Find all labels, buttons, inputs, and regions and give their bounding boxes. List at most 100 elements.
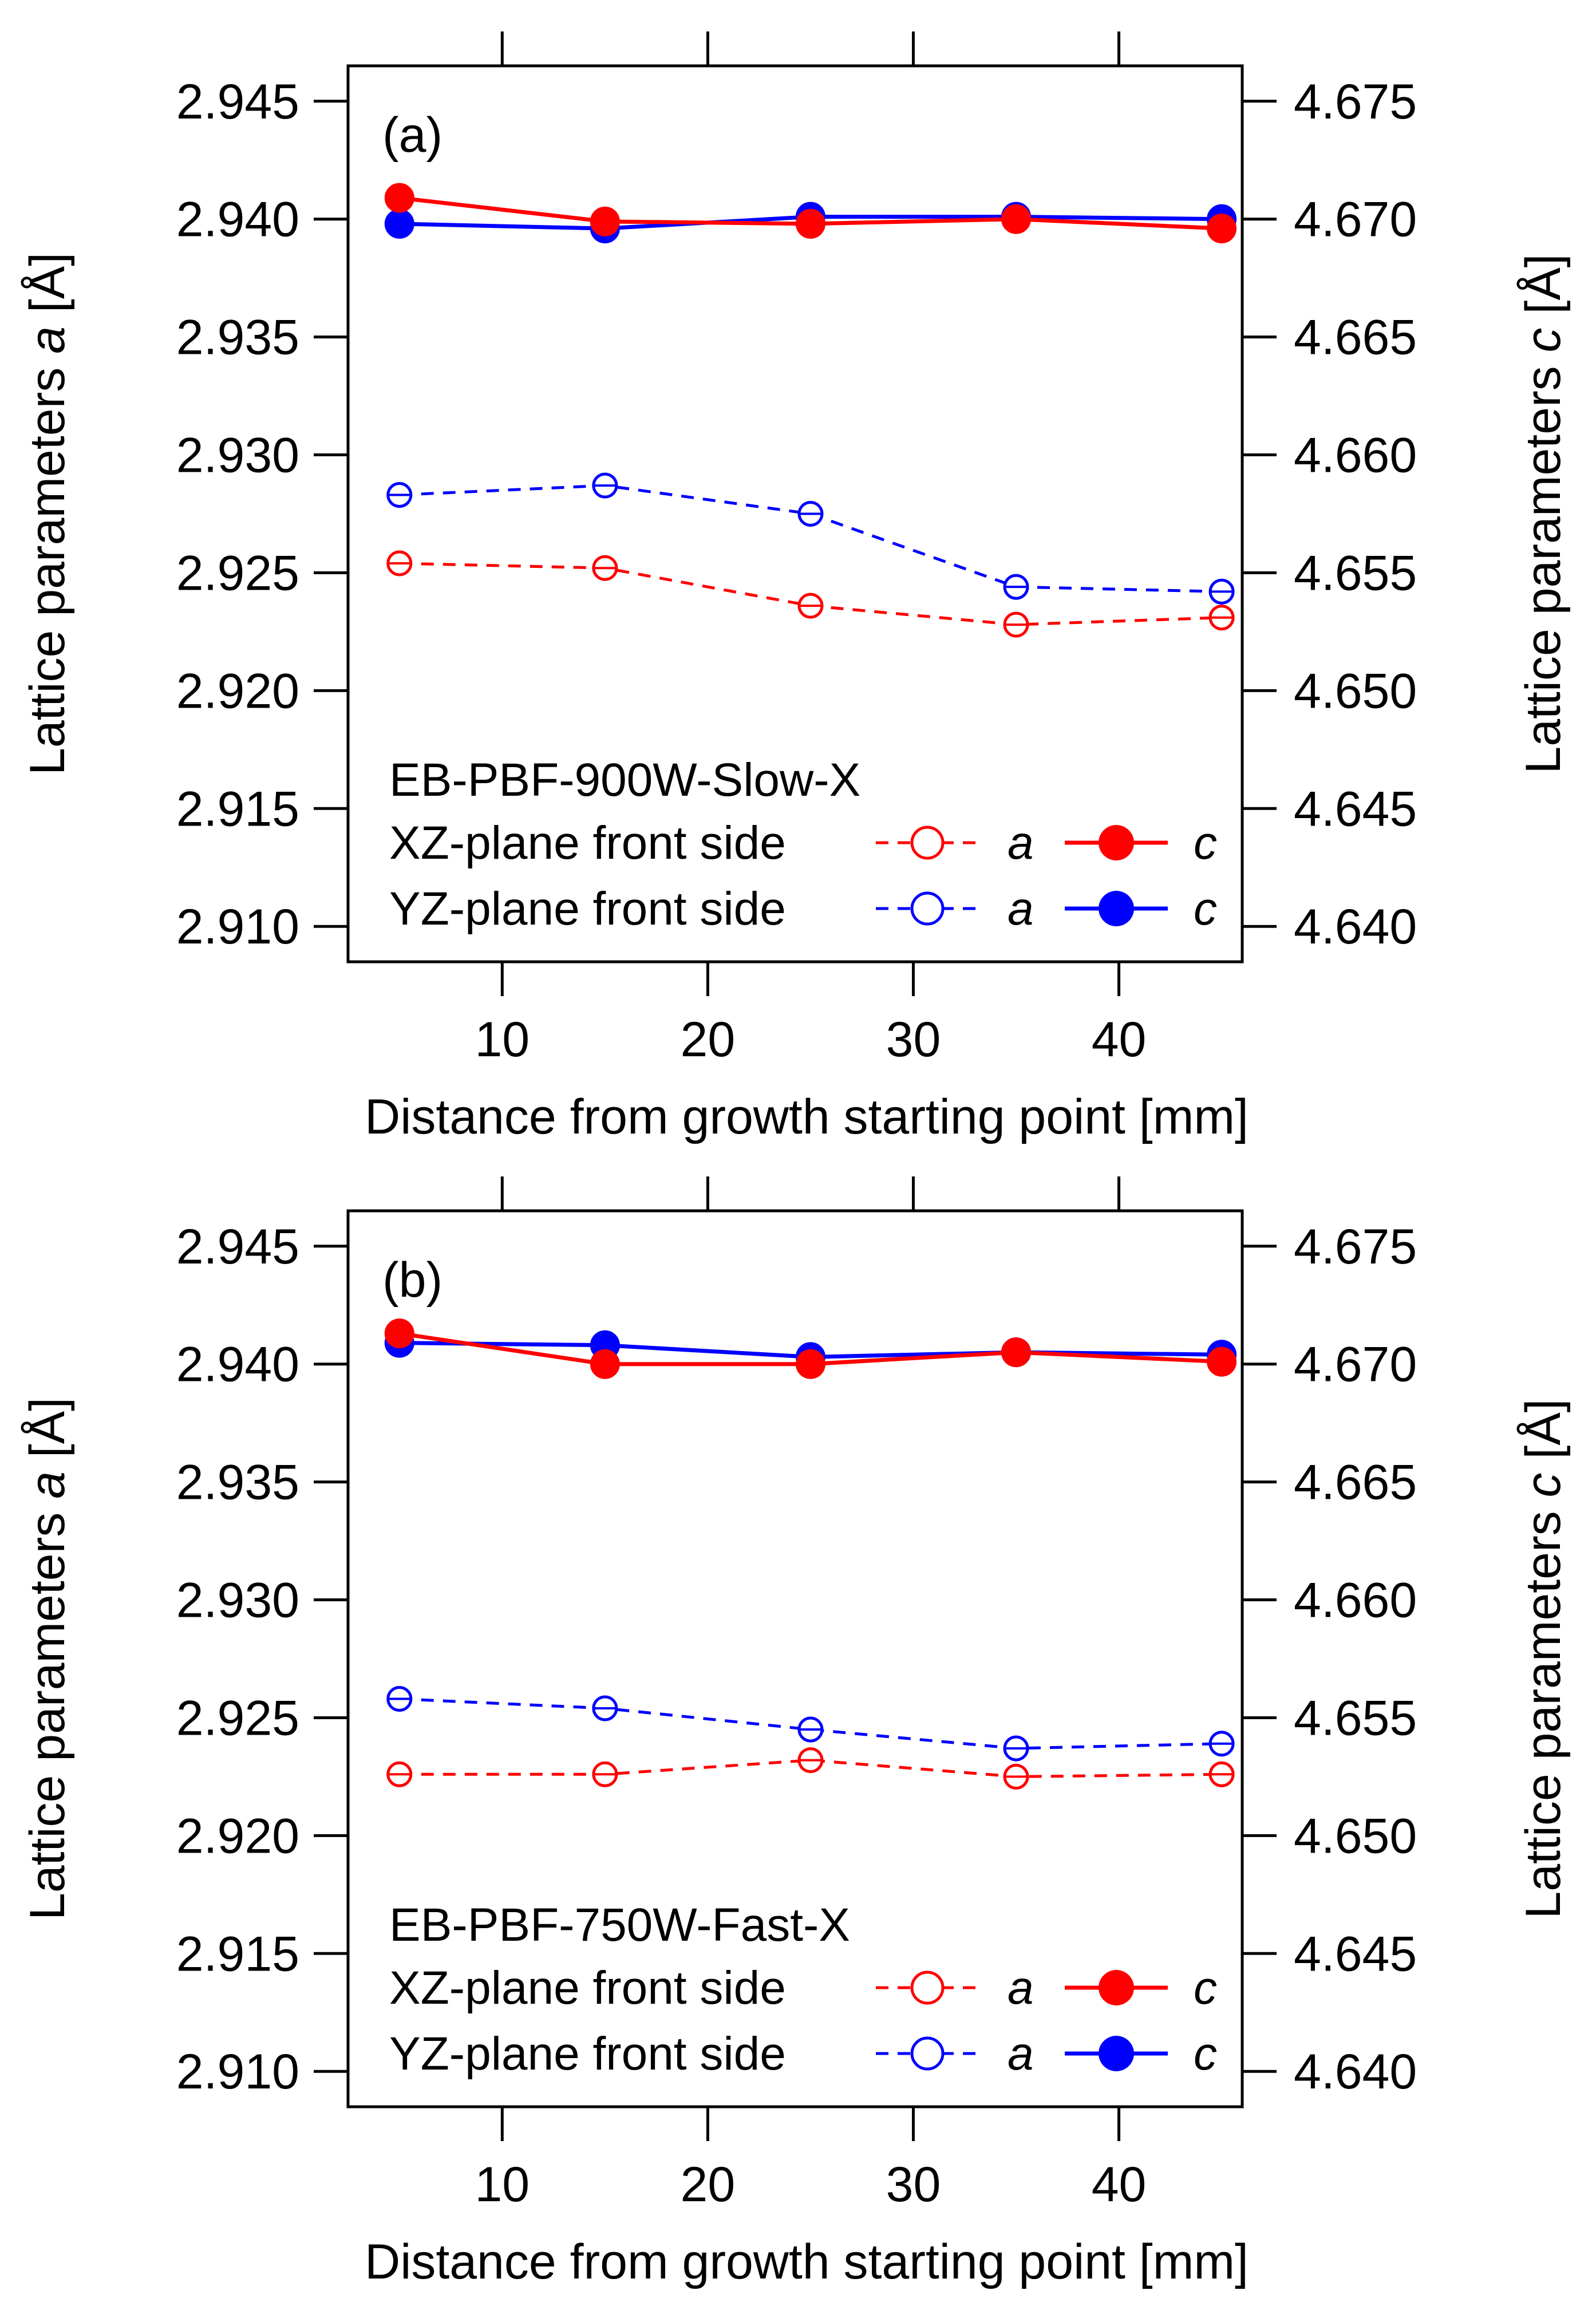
data-point xyxy=(590,1349,620,1379)
y-right-tick-label: 4.645 xyxy=(1294,781,1417,836)
legend-label: XZ-plane front side xyxy=(389,1962,786,2014)
y-left-tick-label: 2.940 xyxy=(176,192,299,247)
y-right-tick-label: 4.640 xyxy=(1294,899,1417,954)
y-left-tick-label: 2.915 xyxy=(176,1926,299,1981)
data-point xyxy=(1001,204,1032,234)
x-axis-title: Distance from growth starting point [mm] xyxy=(365,1089,1249,1144)
data-point xyxy=(1207,214,1237,244)
data-point xyxy=(795,1349,825,1379)
x-tick-label: 30 xyxy=(886,1012,941,1067)
x-tick-label: 30 xyxy=(886,2157,941,2212)
y-right-axis-title: Lattice parameters c [Å] xyxy=(1516,254,1571,773)
y-right-axis-title-prefix: Lattice parameters xyxy=(1516,352,1571,773)
y-right-axis-title-variable: c xyxy=(1516,1472,1571,1497)
y-left-tick-label: 2.925 xyxy=(176,1691,299,1746)
legend-c-label: c xyxy=(1194,1962,1217,2014)
data-point xyxy=(590,206,620,236)
y-left-tick-label: 2.910 xyxy=(176,899,299,954)
x-tick-label: 40 xyxy=(1092,1012,1147,1067)
y-right-tick-label: 4.660 xyxy=(1294,1573,1417,1628)
y-left-tick-label: 2.910 xyxy=(176,2044,299,2099)
y-right-axis-title-unit: [Å] xyxy=(1516,254,1571,327)
y-right-tick-label: 4.670 xyxy=(1294,1337,1417,1392)
legend-label: YZ-plane front side xyxy=(389,2028,786,2080)
y-right-axis-title-unit: [Å] xyxy=(1516,1399,1571,1472)
legend: EB-PBF-900W-Slow-X XZ-plane front side a c Y… xyxy=(389,754,1217,935)
legend-a-label: a xyxy=(1008,2028,1034,2080)
plot-frame xyxy=(346,64,1244,963)
plot-frame xyxy=(346,1209,1244,2108)
series-line xyxy=(399,1759,1222,1778)
data-point xyxy=(384,183,414,213)
y-right-tick-label: 4.675 xyxy=(1294,1219,1417,1274)
data-point xyxy=(384,208,414,239)
series-a-blue xyxy=(386,472,1235,605)
x-tick-label: 20 xyxy=(681,1012,736,1067)
y-right-tick-label: 4.645 xyxy=(1294,1926,1417,1981)
y-right-tick-label: 4.665 xyxy=(1294,1455,1417,1510)
legend-a-label: a xyxy=(1008,883,1034,935)
legend-filled-marker xyxy=(1099,891,1134,926)
y-right-tick-label: 4.655 xyxy=(1294,546,1417,601)
legend-filled-marker xyxy=(1099,825,1134,860)
y-left-tick-label: 2.930 xyxy=(176,428,299,483)
panel-a: 10 20 30 40 2.910 2.915 2.920 2.925 2.930 2.935 2.… xyxy=(20,31,1571,1144)
x-tick-label: 40 xyxy=(1092,2157,1147,2212)
series-a-red xyxy=(386,550,1235,638)
y-right-tick-label: 4.660 xyxy=(1294,428,1417,483)
x-tick-label: 20 xyxy=(681,2157,736,2212)
series-c-red xyxy=(384,183,1237,244)
y-left-tick-label: 2.925 xyxy=(176,546,299,601)
y-left-axis-title-unit: [Å] xyxy=(20,1397,75,1471)
y-left-axis-title: Lattice parameters a [Å] xyxy=(20,1397,75,1920)
legend-a-label: a xyxy=(1008,1962,1034,2014)
x-tick-label: 10 xyxy=(475,1012,530,1067)
y-left-tick-label: 2.945 xyxy=(176,1219,299,1274)
x-axis-title: Distance from growth starting point [mm] xyxy=(365,2234,1249,2289)
legend-row: XZ-plane front side a c xyxy=(389,1962,1217,2014)
legend-open-marker xyxy=(910,1971,945,2005)
data-point xyxy=(1001,1337,1032,1368)
y-right-tick-label: 4.650 xyxy=(1294,664,1417,718)
y-left-axis-title-variable: a xyxy=(20,326,75,354)
y-right-tick-label: 4.650 xyxy=(1294,1808,1417,1863)
y-right-tick-label: 4.655 xyxy=(1294,1691,1417,1746)
y-left-tick-label: 2.930 xyxy=(176,1573,299,1628)
y-right-tick-label: 4.640 xyxy=(1294,2044,1417,2099)
y-left-axis-title-unit: [Å] xyxy=(20,252,75,326)
y-right-tick-label: 4.675 xyxy=(1294,74,1417,129)
legend-a-label: a xyxy=(1008,817,1034,869)
legend-label: XZ-plane front side xyxy=(389,817,786,869)
series-line xyxy=(399,484,1222,593)
legend-filled-marker xyxy=(1099,2036,1134,2071)
legend: EB-PBF-750W-Fast-X XZ-plane front side a c Y… xyxy=(389,1899,1217,2080)
y-left-tick-label: 2.920 xyxy=(176,664,299,718)
y-right-axis-title: Lattice parameters c [Å] xyxy=(1516,1399,1571,1918)
panel-label: (a) xyxy=(382,108,443,163)
legend-title: EB-PBF-750W-Fast-X xyxy=(389,1899,850,1951)
series-a-red xyxy=(386,1747,1235,1790)
data-point xyxy=(1207,1346,1237,1377)
y-right-axis-title-variable: c xyxy=(1516,327,1571,352)
legend-row: YZ-plane front side a c xyxy=(389,883,1217,935)
y-left-tick-label: 2.935 xyxy=(176,310,299,365)
y-left-axis-title: Lattice parameters a [Å] xyxy=(20,252,75,775)
legend-open-marker xyxy=(910,826,945,860)
legend-label: YZ-plane front side xyxy=(389,883,786,935)
panel-b: 10 20 30 40 2.910 2.915 2.920 2.925 2.930 2.935 2.… xyxy=(20,1176,1571,2289)
y-right-tick-label: 4.670 xyxy=(1294,192,1417,247)
y-left-tick-label: 2.920 xyxy=(176,1808,299,1863)
legend-open-marker xyxy=(910,891,945,926)
series-c-red xyxy=(384,1318,1237,1379)
y-left-tick-label: 2.945 xyxy=(176,74,299,129)
legend-c-label: c xyxy=(1194,817,1217,869)
legend-title: EB-PBF-900W-Slow-X xyxy=(389,754,860,806)
y-right-tick-label: 4.665 xyxy=(1294,310,1417,365)
y-left-tick-label: 2.940 xyxy=(176,1337,299,1392)
y-left-tick-label: 2.915 xyxy=(176,781,299,836)
y-left-axis-title-variable: a xyxy=(20,1471,75,1499)
y-right-axis-title-prefix: Lattice parameters xyxy=(1516,1497,1571,1918)
y-left-axis-title-prefix: Lattice parameters xyxy=(20,1499,75,1920)
legend-open-marker xyxy=(910,2036,945,2071)
